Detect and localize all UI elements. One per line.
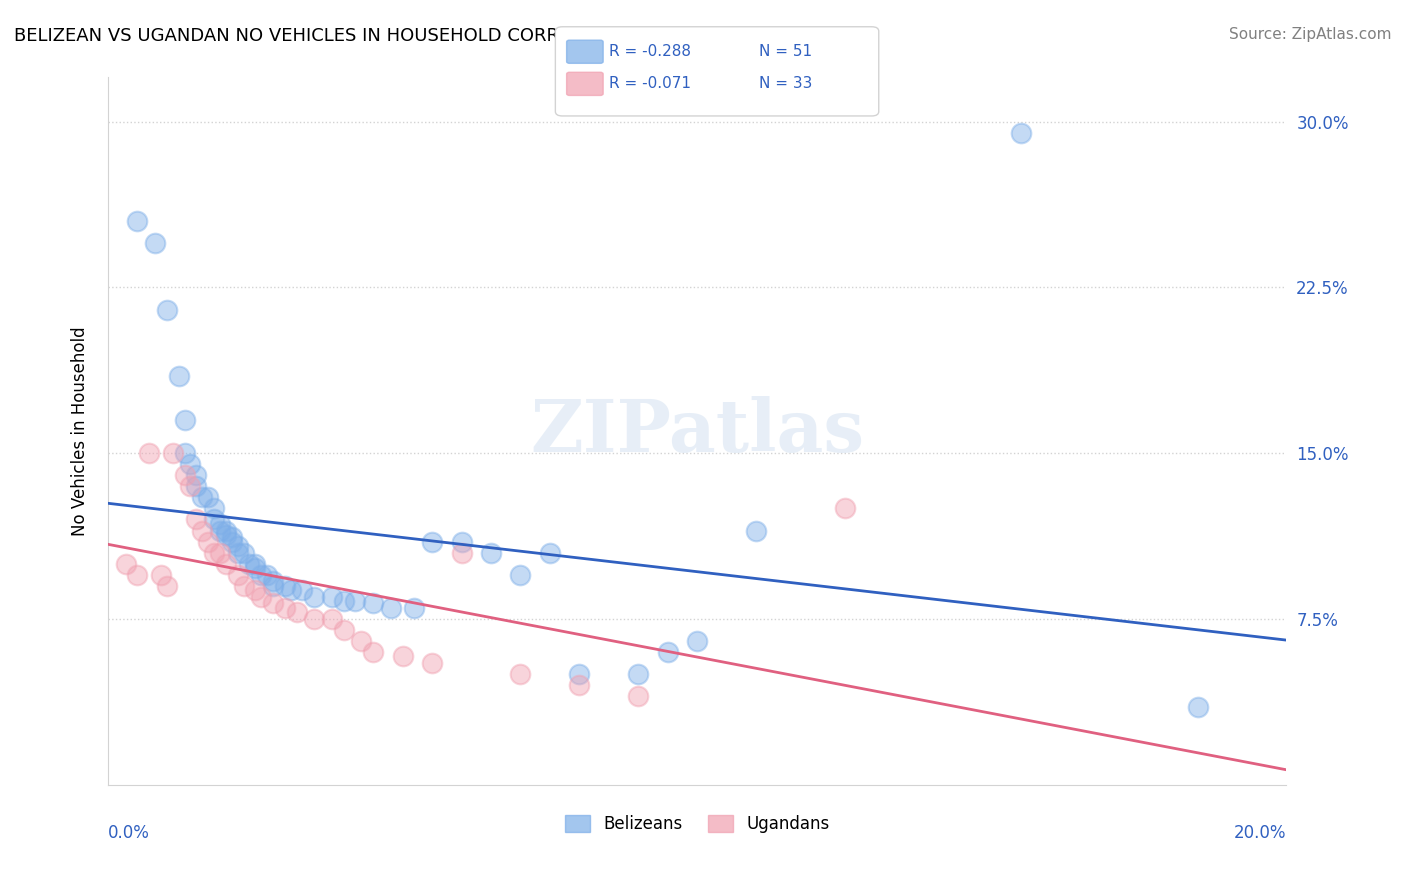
Point	[332, 594, 354, 608]
Point	[173, 468, 195, 483]
Point	[404, 600, 426, 615]
Point	[321, 590, 343, 604]
Point	[215, 528, 238, 542]
Text: ZIPatlas: ZIPatlas	[530, 395, 865, 467]
Point	[173, 446, 195, 460]
Point	[250, 590, 273, 604]
Point	[509, 667, 531, 681]
Point	[479, 546, 502, 560]
Point	[262, 574, 284, 589]
Point	[450, 534, 472, 549]
Point	[321, 612, 343, 626]
Point	[208, 524, 231, 538]
Point	[156, 302, 179, 317]
Point	[179, 457, 201, 471]
Point	[332, 623, 354, 637]
Point	[215, 557, 238, 571]
Text: R = -0.071: R = -0.071	[609, 77, 690, 91]
Point	[238, 557, 260, 571]
Point	[302, 612, 325, 626]
Point	[232, 579, 254, 593]
Point	[197, 491, 219, 505]
Point	[627, 690, 650, 704]
Point	[344, 594, 367, 608]
Point	[509, 567, 531, 582]
Point	[226, 567, 249, 582]
Point	[250, 567, 273, 582]
Point	[197, 534, 219, 549]
Point	[1187, 700, 1209, 714]
Text: N = 33: N = 33	[759, 77, 813, 91]
Point	[208, 516, 231, 531]
Point	[245, 583, 267, 598]
Point	[162, 446, 184, 460]
Point	[1010, 126, 1032, 140]
Point	[245, 557, 267, 571]
Y-axis label: No Vehicles in Household: No Vehicles in Household	[72, 326, 89, 536]
Point	[221, 534, 243, 549]
Point	[657, 645, 679, 659]
Point	[150, 567, 173, 582]
Point	[215, 524, 238, 538]
Point	[186, 468, 208, 483]
Point	[361, 645, 384, 659]
Point	[226, 546, 249, 560]
Point	[262, 579, 284, 593]
Text: 20.0%: 20.0%	[1234, 824, 1286, 842]
Text: N = 51: N = 51	[759, 45, 813, 59]
Point	[291, 583, 314, 598]
Point	[745, 524, 768, 538]
Point	[420, 534, 443, 549]
Point	[127, 214, 149, 228]
Point	[186, 512, 208, 526]
Point	[221, 530, 243, 544]
Point	[208, 546, 231, 560]
Point	[274, 579, 297, 593]
Point	[450, 546, 472, 560]
Point	[350, 634, 373, 648]
Point	[186, 479, 208, 493]
Point	[568, 678, 591, 692]
Point	[380, 600, 402, 615]
Point	[202, 501, 225, 516]
Point	[202, 546, 225, 560]
Point	[173, 413, 195, 427]
Text: Source: ZipAtlas.com: Source: ZipAtlas.com	[1229, 27, 1392, 42]
Text: BELIZEAN VS UGANDAN NO VEHICLES IN HOUSEHOLD CORRELATION CHART: BELIZEAN VS UGANDAN NO VEHICLES IN HOUSE…	[14, 27, 702, 45]
Point	[280, 583, 302, 598]
Point	[285, 605, 308, 619]
Point	[686, 634, 709, 648]
Point	[274, 600, 297, 615]
Point	[138, 446, 160, 460]
Point	[127, 567, 149, 582]
Point	[156, 579, 179, 593]
Point	[361, 597, 384, 611]
Text: R = -0.288: R = -0.288	[609, 45, 690, 59]
Point	[420, 656, 443, 670]
Point	[167, 368, 190, 383]
Point	[191, 491, 214, 505]
Point	[114, 557, 136, 571]
Point	[179, 479, 201, 493]
Point	[232, 546, 254, 560]
Point	[202, 512, 225, 526]
Point	[256, 567, 278, 582]
Point	[627, 667, 650, 681]
Point	[391, 649, 413, 664]
Point	[245, 561, 267, 575]
Text: 0.0%: 0.0%	[108, 824, 150, 842]
Point	[538, 546, 561, 560]
Legend: Belizeans, Ugandans: Belizeans, Ugandans	[558, 808, 837, 840]
Point	[191, 524, 214, 538]
Point	[568, 667, 591, 681]
Point	[226, 539, 249, 553]
Point	[143, 236, 166, 251]
Point	[262, 597, 284, 611]
Point	[834, 501, 856, 516]
Point	[302, 590, 325, 604]
